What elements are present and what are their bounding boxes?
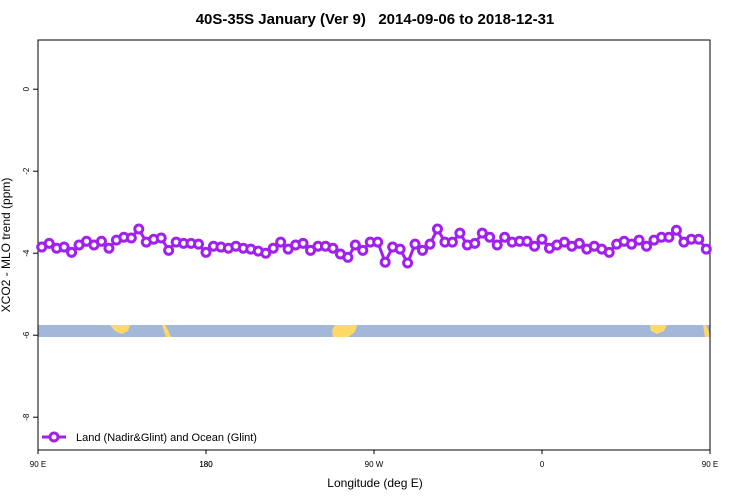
x-tick-label: 90 E (30, 460, 46, 469)
point (670, 224, 682, 236)
x-tick-label: 0 (540, 460, 545, 469)
point (521, 235, 533, 247)
point (394, 243, 406, 255)
point (342, 251, 354, 263)
point (431, 223, 443, 235)
y-tick-label: -4 (22, 249, 31, 257)
point (603, 246, 615, 258)
x-tick-label: 180 (199, 460, 213, 469)
point (43, 237, 55, 249)
land (703, 325, 710, 337)
land (650, 325, 667, 334)
y-tick-label: 0 (22, 86, 31, 91)
point (155, 232, 167, 244)
point (133, 223, 145, 235)
legend-marker (48, 431, 60, 443)
point (349, 239, 361, 251)
point (491, 239, 503, 251)
land (332, 325, 357, 337)
point (700, 243, 712, 255)
point (663, 231, 675, 243)
y-axis-label: XCO2 - MLO trend (ppm) (0, 178, 13, 313)
point (417, 244, 429, 256)
point (424, 238, 436, 250)
point (693, 233, 705, 245)
point (58, 241, 70, 253)
point (446, 236, 458, 248)
y-tick-label: -6 (22, 331, 31, 339)
point (529, 240, 541, 252)
legend: Land (Nadir&Glint) and Ocean (Glint) (42, 431, 257, 444)
point (267, 242, 279, 254)
land-ocean-strip (38, 325, 710, 337)
point (641, 240, 653, 252)
point (409, 238, 421, 250)
land (110, 325, 130, 334)
x-tick-label: 90 E (702, 460, 718, 469)
chart-title: 40S-35S January (Ver 9) 2014-09-06 to 20… (196, 11, 555, 28)
point (484, 231, 496, 243)
x-tick-label: 180 (199, 460, 213, 469)
point (125, 232, 137, 244)
point (200, 246, 212, 258)
y-tick-label: -2 (22, 167, 31, 175)
point (297, 237, 309, 249)
point (633, 234, 645, 246)
point (536, 233, 548, 245)
point (469, 237, 481, 249)
point (260, 247, 272, 259)
point (372, 236, 384, 248)
point (163, 244, 175, 256)
point (357, 244, 369, 256)
point (327, 242, 339, 254)
x-tick-label: 90 W (365, 460, 384, 469)
point (103, 242, 115, 254)
point (499, 231, 511, 243)
point (402, 257, 414, 269)
point (573, 237, 585, 249)
point (454, 227, 466, 239)
ocean-band (38, 325, 710, 337)
legend-label: Land (Nadir&Glint) and Ocean (Glint) (76, 432, 257, 444)
y-tick-label: -8 (22, 413, 31, 421)
point (275, 236, 287, 248)
point (379, 256, 391, 268)
point (66, 246, 78, 258)
point (193, 238, 205, 250)
land (162, 325, 171, 337)
point (95, 235, 107, 247)
x-axis-label: Longitude (deg E) (327, 476, 422, 490)
